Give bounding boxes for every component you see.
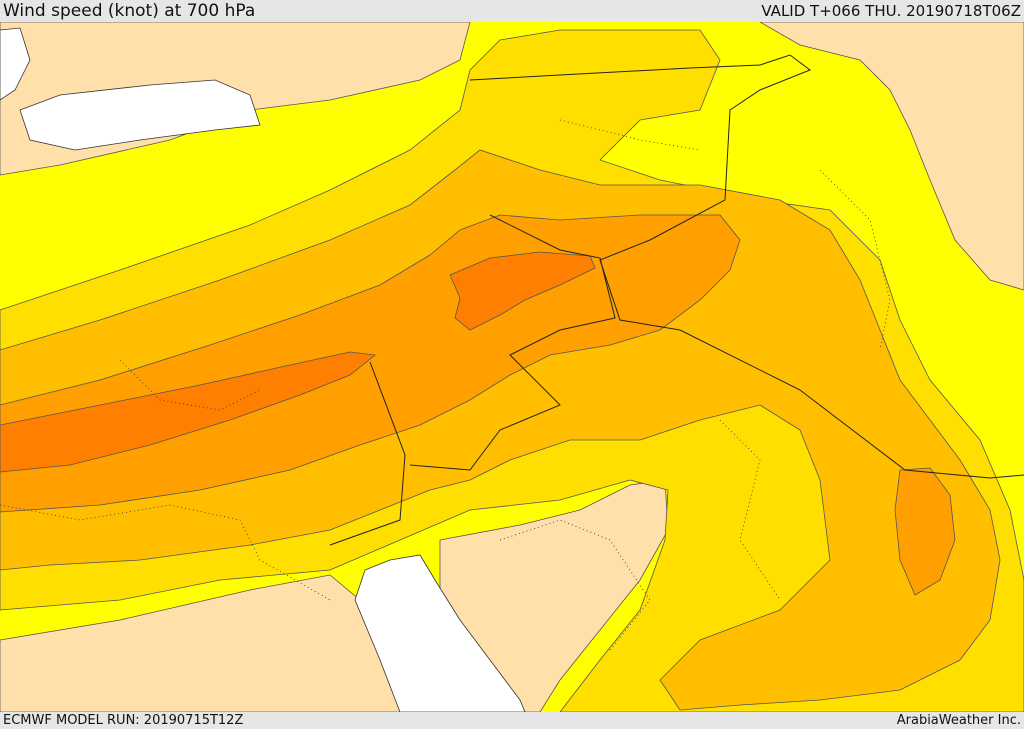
level-4-east-region <box>894 467 956 596</box>
level-4-region <box>0 214 741 513</box>
credit: ArabiaWeather Inc. <box>896 713 1021 728</box>
wind-speed-map <box>0 22 1024 712</box>
map-header: Wind speed (knot) at 700 hPa VALID T+066… <box>0 0 1024 22</box>
level-5-regions <box>0 251 596 473</box>
internal-borders <box>0 119 891 651</box>
border-syria-iraq <box>469 54 1024 479</box>
valid-time: VALID T+066 THU. 20190718T06Z <box>761 2 1021 20</box>
level-5-core-west <box>0 351 376 473</box>
model-run: ECMWF MODEL RUN: 20190715T12Z <box>3 713 244 728</box>
border-jordan <box>409 214 616 471</box>
border-sinai <box>329 361 406 546</box>
map-footer: ECMWF MODEL RUN: 20190715T12Z ArabiaWeat… <box>0 712 1024 729</box>
borders <box>329 54 1024 546</box>
white-aegean <box>0 27 31 101</box>
white-red-sea <box>354 554 526 712</box>
low-wind-north-east <box>759 22 1024 291</box>
white-areas <box>0 27 526 712</box>
map-title: Wind speed (knot) at 700 hPa <box>3 1 256 21</box>
white-mediterranean-north <box>19 79 261 151</box>
level-5-core-north <box>449 251 596 331</box>
